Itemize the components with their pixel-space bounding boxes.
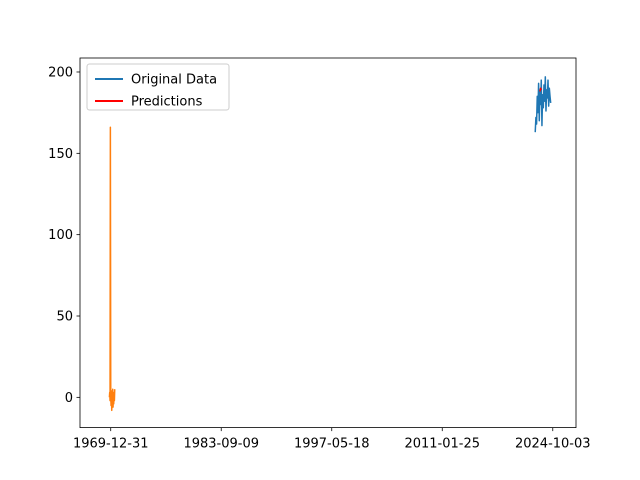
series-line-2 — [539, 87, 542, 92]
y-tick-label: 50 — [56, 310, 73, 325]
series-line-3 — [108, 126, 116, 412]
x-tick-label: 1969-12-31 — [73, 437, 149, 452]
legend-label: Predictions — [131, 95, 203, 110]
legend: Original Data Predictions — [86, 63, 230, 111]
plot-background — [80, 58, 576, 428]
legend-box — [86, 63, 230, 111]
series-layer — [108, 76, 552, 412]
y-tick-label: 200 — [48, 65, 73, 80]
legend-label: Original Data — [131, 73, 217, 88]
x-tick-label: 2011-01-25 — [404, 437, 480, 452]
y-tick-label: 0 — [65, 391, 73, 406]
x-tick-label: 1997-05-18 — [294, 437, 370, 452]
plot-frame — [79, 57, 577, 429]
x-tick-label: 2024-10-03 — [515, 437, 591, 452]
series-line-1 — [534, 76, 552, 133]
y-tick-label: 100 — [48, 228, 73, 243]
y-tick-label: 150 — [48, 147, 73, 162]
x-tick-label: 1983-09-09 — [183, 437, 259, 452]
axes-layer: 1969-12-31 1983-09-09 1997-05-18 2011-01-25… — [48, 57, 591, 452]
